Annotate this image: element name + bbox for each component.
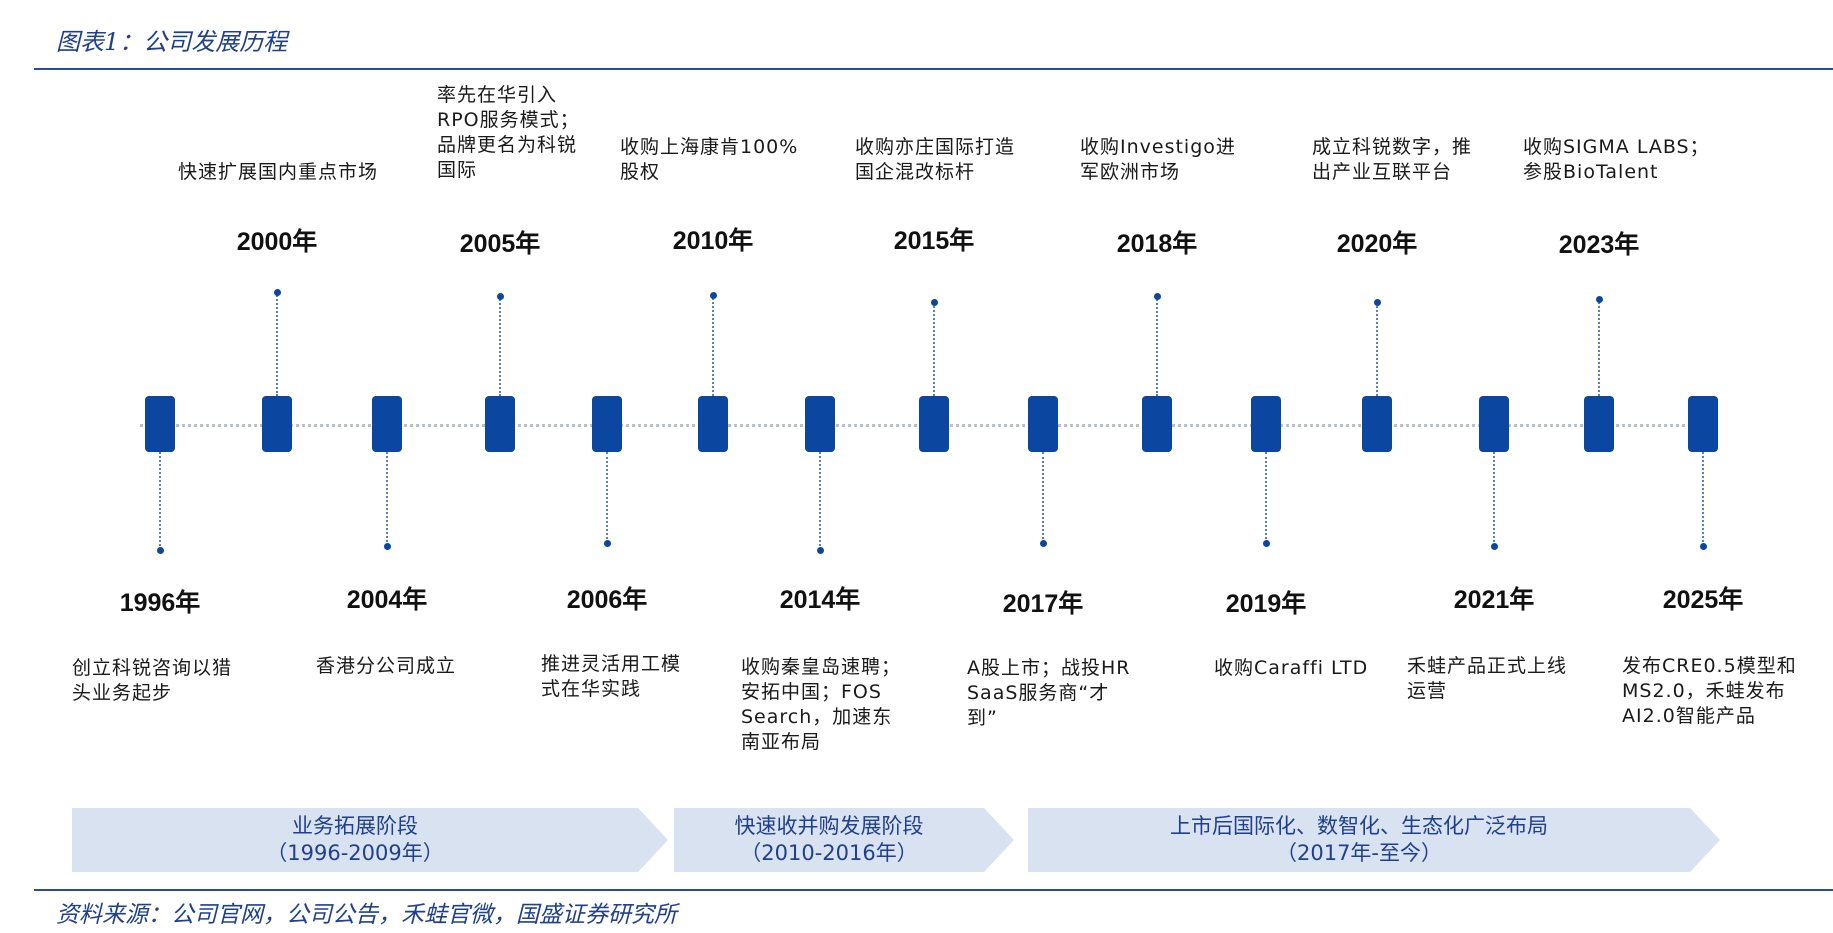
figure-title: 图表1：公司发展历程 xyxy=(56,28,288,56)
phase-arrow-fill xyxy=(72,808,668,872)
milestone-year: 2018年 xyxy=(1116,230,1198,258)
milestone-dot xyxy=(816,547,824,554)
milestone-connector xyxy=(1493,452,1495,546)
milestone-description: 收购上海康肯100% 股权 xyxy=(620,136,799,183)
milestone-year: 2005年 xyxy=(459,230,541,258)
milestone-node xyxy=(1362,396,1392,452)
phase-arrow: 快速收并购发展阶段 （2010-2016年） xyxy=(674,808,1014,872)
milestone-connector xyxy=(159,452,161,550)
milestone-connector xyxy=(386,452,388,546)
milestone-node xyxy=(485,396,515,452)
milestone-connector xyxy=(1598,299,1600,396)
milestone-year: 2020年 xyxy=(1336,230,1418,258)
milestone-node xyxy=(1028,396,1058,452)
phase-arrow: 业务拓展阶段 （1996-2009年） xyxy=(72,808,668,872)
milestone-node xyxy=(805,396,835,452)
milestone-node xyxy=(592,396,622,452)
milestone-dot xyxy=(1699,543,1707,550)
milestone-dot xyxy=(156,547,164,554)
milestone-year: 1996年 xyxy=(119,589,201,617)
milestone-node xyxy=(1142,396,1172,452)
milestone-description: A股上市；战投HR SaaS服务商“才 到” xyxy=(967,657,1131,729)
milestone-connector xyxy=(1265,452,1267,543)
top-rule xyxy=(34,68,1833,70)
milestone-dot xyxy=(603,540,611,547)
milestone-year: 2006年 xyxy=(566,586,648,614)
milestone-year: 2025年 xyxy=(1662,586,1744,614)
milestone-dot xyxy=(1595,296,1603,303)
milestone-node xyxy=(698,396,728,452)
milestone-connector xyxy=(1156,296,1158,396)
milestone-year: 2017年 xyxy=(1002,590,1084,618)
milestone-connector xyxy=(1376,302,1378,396)
milestone-year: 2010年 xyxy=(672,227,754,255)
milestone-connector xyxy=(933,302,935,396)
milestone-description: 收购秦皇岛速聘； 安拓中国；FOS Search，加速东 南亚布局 xyxy=(741,656,902,753)
milestone-description: 收购亦庄国际打造 国企混改标杆 xyxy=(855,136,1016,183)
milestone-dot xyxy=(1262,540,1270,547)
milestone-dot xyxy=(496,293,504,300)
milestone-description: 发布CRE0.5模型和 MS2.0，禾蛙发布 AI2.0智能产品 xyxy=(1622,655,1797,727)
phase-arrow: 上市后国际化、数智化、生态化广泛布局 （2017年-至今） xyxy=(1028,808,1720,872)
source-note: 资料来源：公司官网，公司公告，禾蛙官微，国盛证券研究所 xyxy=(56,902,677,928)
milestone-node xyxy=(919,396,949,452)
phase-label: 快速收并购发展阶段 （2010-2016年） xyxy=(734,814,924,865)
phase-arrow-shape xyxy=(72,808,668,872)
milestone-node xyxy=(1251,396,1281,452)
milestone-year: 2021年 xyxy=(1453,586,1535,614)
milestone-year: 2014年 xyxy=(779,586,861,614)
milestone-connector xyxy=(1702,452,1704,546)
phase-label: 业务拓展阶段 （1996-2009年） xyxy=(266,814,444,865)
phase-arrow-shape xyxy=(1028,808,1720,872)
milestone-description: 率先在华引入 RPO服务模式； 品牌更名为科锐 国际 xyxy=(437,84,580,181)
milestone-dot xyxy=(383,543,391,550)
milestone-dot xyxy=(273,289,281,296)
phase-arrow-shape xyxy=(674,808,1014,872)
milestone-description: 成立科锐数字，推 出产业互联平台 xyxy=(1312,136,1473,183)
milestone-year: 2019年 xyxy=(1225,590,1307,618)
milestone-connector xyxy=(606,452,608,543)
milestone-dot xyxy=(1490,543,1498,550)
phase-arrow-fill xyxy=(674,808,1014,872)
milestone-year: 2000年 xyxy=(236,228,318,256)
milestone-node xyxy=(145,396,175,452)
milestone-node xyxy=(1688,396,1718,452)
milestone-connector xyxy=(499,296,501,396)
milestone-node xyxy=(262,396,292,452)
milestone-node xyxy=(1584,396,1614,452)
milestone-dot xyxy=(1153,293,1161,300)
milestone-description: 香港分公司成立 xyxy=(316,655,457,677)
milestone-node xyxy=(1479,396,1509,452)
milestone-connector xyxy=(276,292,278,396)
milestone-dot xyxy=(930,299,938,306)
milestone-year: 2015年 xyxy=(893,227,975,255)
milestone-dot xyxy=(709,292,717,299)
milestone-description: 快速扩展国内重点市场 xyxy=(178,161,379,183)
milestone-description: 收购Caraffi LTD xyxy=(1214,657,1369,679)
milestone-connector xyxy=(712,295,714,396)
milestone-description: 创立科锐咨询以猎 头业务起步 xyxy=(72,657,233,704)
milestone-description: 收购Investigo进 军欧洲市场 xyxy=(1080,136,1236,183)
milestone-dot xyxy=(1039,540,1047,547)
milestone-dot xyxy=(1373,299,1381,306)
phase-label: 上市后国际化、数智化、生态化广泛布局 （2017年-至今） xyxy=(1170,814,1548,865)
phase-arrow-fill xyxy=(1028,808,1720,872)
bottom-rule xyxy=(34,889,1833,891)
milestone-connector xyxy=(819,452,821,550)
milestone-description: 禾蛙产品正式上线 运营 xyxy=(1407,655,1568,702)
milestone-year: 2004年 xyxy=(346,586,428,614)
milestone-year: 2023年 xyxy=(1558,231,1640,259)
milestone-node xyxy=(372,396,402,452)
milestone-description: 收购SIGMA LABS； 参股BioTalent xyxy=(1523,136,1710,183)
milestone-connector xyxy=(1042,452,1044,543)
milestone-description: 推进灵活用工模 式在华实践 xyxy=(541,653,682,700)
